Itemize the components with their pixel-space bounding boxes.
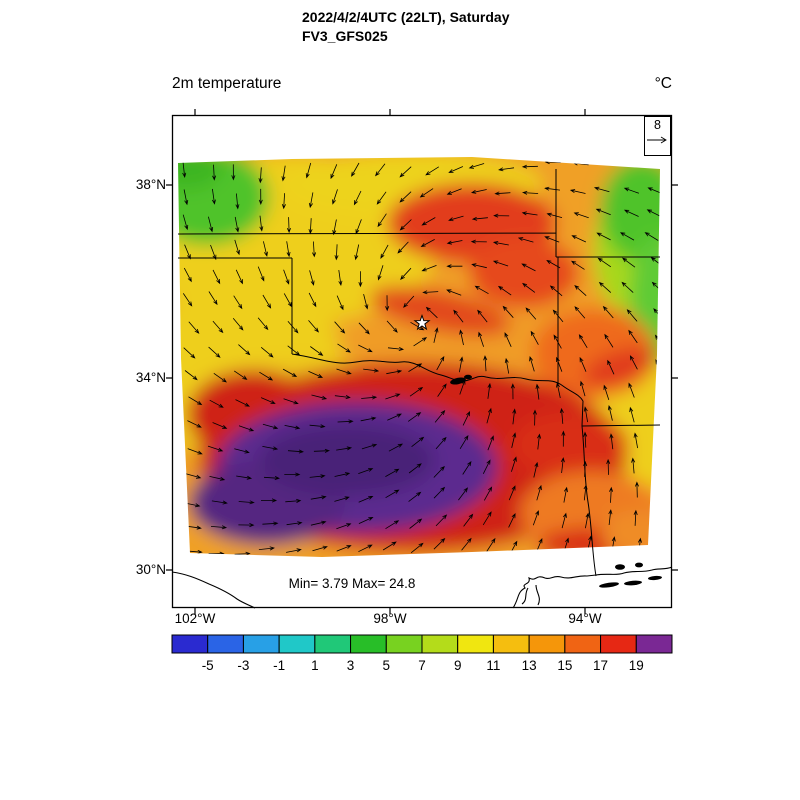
temperature-field [178, 157, 660, 557]
colorbar-segment [171, 634, 209, 654]
star-marker [413, 313, 431, 331]
colorbar-tick-label: 19 [629, 658, 644, 673]
colorbar-segment [600, 634, 637, 654]
title-model: FV3_GFS025 [302, 28, 388, 44]
colorbar-tick-label: 15 [557, 658, 572, 673]
lon-tick-label-102w: 102°W [174, 611, 216, 626]
coastline [171, 374, 673, 609]
wind-reference-box: 8 [644, 116, 671, 156]
map-frame [171, 114, 673, 609]
colorbar-tick-label: 7 [418, 658, 426, 673]
units-label: °C [654, 75, 672, 92]
colorbar-segment [242, 634, 280, 654]
colorbar-tick-label: 17 [593, 658, 608, 673]
colorbar-tick-label: 11 [486, 658, 500, 673]
lon-tick-label-94w: 94°W [568, 611, 602, 626]
colorbar-tick-label: 13 [522, 658, 537, 673]
colorbar-segment [457, 634, 494, 654]
colorbar-segment [492, 634, 530, 654]
colorbar-segment [207, 634, 244, 654]
colorbar-tick-label: 5 [383, 658, 391, 673]
colorbar-segment [278, 634, 316, 654]
variable-label: 2m temperature [172, 75, 282, 92]
colorbar-segment [314, 634, 352, 654]
wind-reference-value: 8 [654, 118, 661, 132]
lake-blob [450, 374, 472, 385]
colorbar-tick-label: -1 [273, 658, 285, 673]
lon-tick-label-98w: 98°W [373, 611, 407, 626]
colorbar-segment [350, 634, 387, 654]
colorbar-segment [385, 634, 423, 654]
colorbar-tick-label: 1 [311, 658, 319, 673]
colorbar-segment [564, 634, 602, 654]
colorbar-tick-label: 9 [454, 658, 462, 673]
barrier-islands [599, 562, 662, 588]
lat-tick-label-34n: 34°N [135, 370, 166, 385]
colorbar-tick-label: -3 [237, 658, 249, 673]
colorbar-tick-label: 3 [347, 658, 355, 673]
wind-arrows [182, 158, 660, 556]
title-block: 2022/4/2/4UTC (22LT), Saturday FV3_GFS02… [302, 8, 509, 46]
lat-tick-label-38n: 38°N [135, 177, 166, 192]
min-max-label: Min= 3.79 Max= 24.8 [288, 576, 416, 591]
colorbar-tick-label: -5 [202, 658, 214, 673]
title-datetime: 2022/4/2/4UTC (22LT), Saturday [302, 9, 510, 25]
colorbar-segment [421, 634, 459, 654]
map-plot [166, 109, 678, 614]
colorbar: -5 -3 -1 1 3 5 7 9 11 13 15 17 19 [171, 634, 673, 680]
axis-tick-marks [166, 109, 678, 614]
lat-tick-label-30n: 30°N [135, 562, 166, 577]
colorbar-segment [635, 634, 673, 654]
colorbar-segment [528, 634, 566, 654]
wind-reference-arrow-icon [647, 136, 667, 144]
map-area: Min= 3.79 Max= 24.8 8 [166, 109, 678, 614]
